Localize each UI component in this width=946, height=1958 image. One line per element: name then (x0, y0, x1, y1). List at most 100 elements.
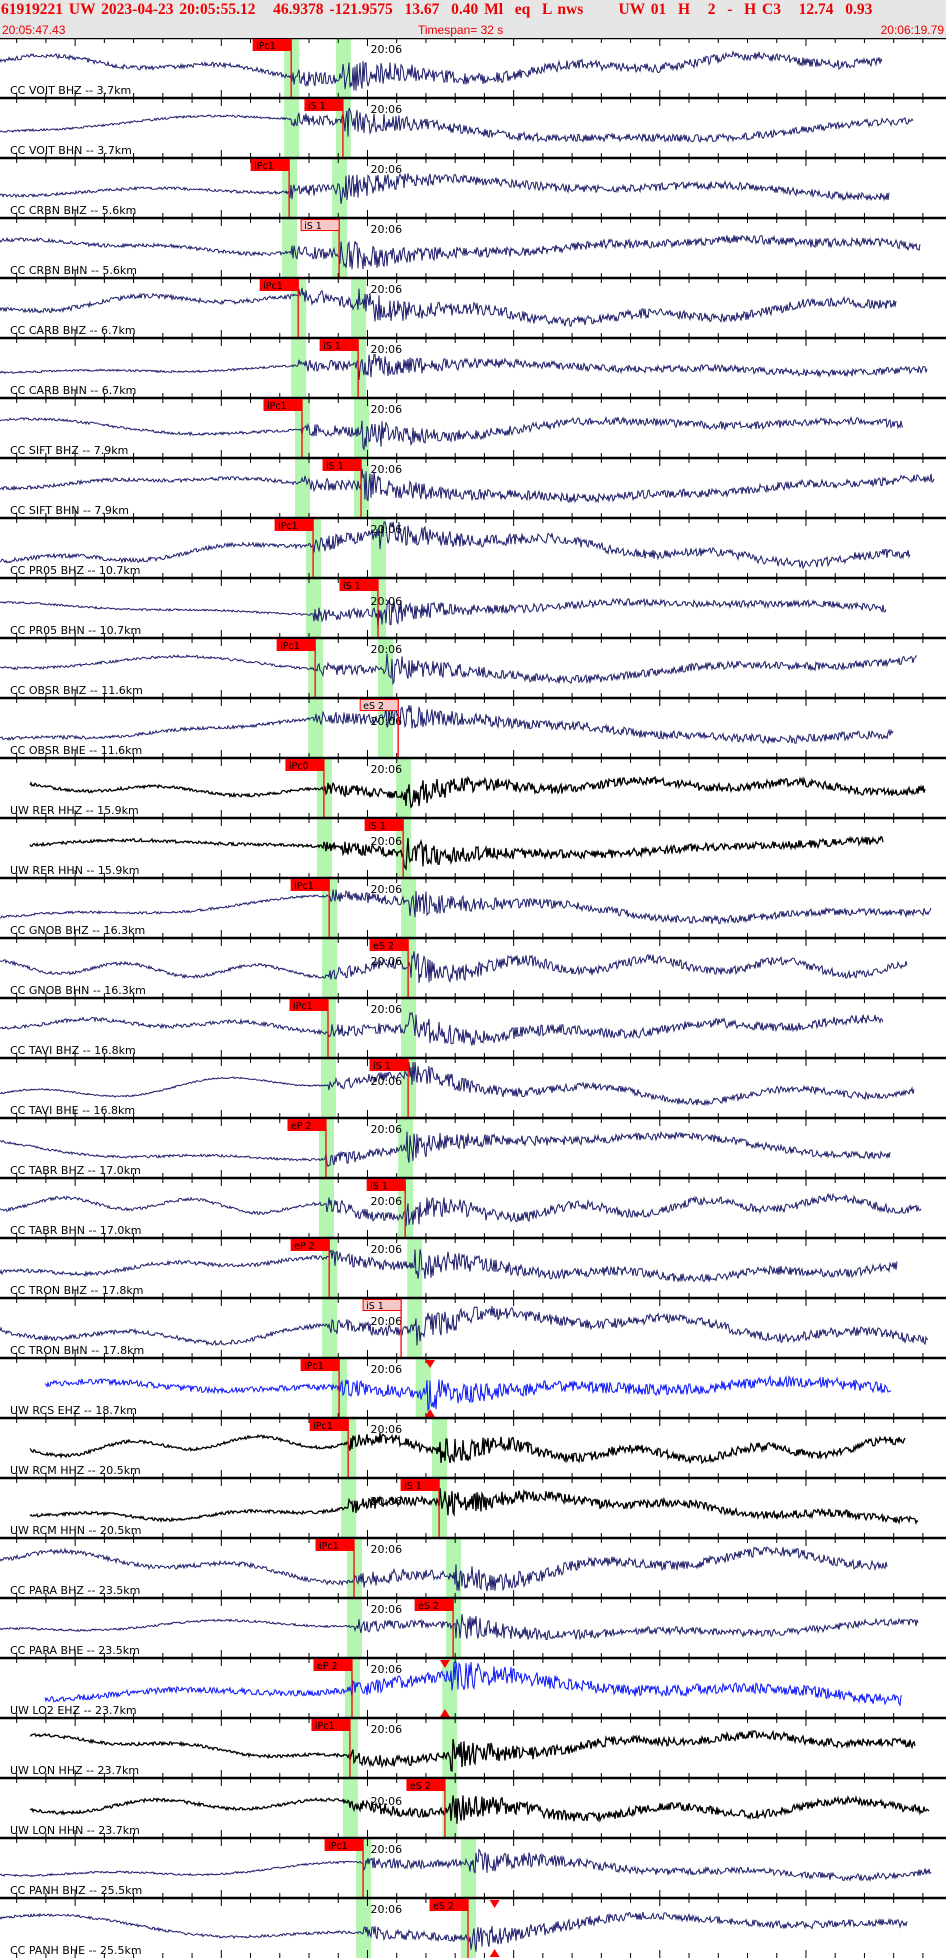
channel-label: CC SIFT BHZ -- 7.9km (10, 444, 128, 457)
channel-panel[interactable]: 20:06 iPc1 CC PANH BHZ -- 25.5km (0, 1836, 946, 1898)
channel-panel[interactable]: 20:06 iPc1 CC CRBN BHZ -- 5.6km (0, 156, 946, 218)
channel-panel[interactable]: 20:06 iPc1 UW RCM HHZ -- 20.5km (0, 1416, 946, 1478)
channel-panel[interactable]: 20:06 eP 2 CC TABR BHZ -- 17.0km (0, 1116, 946, 1178)
channel-label: UW LO2 EHZ -- 23.7km (10, 1704, 137, 1717)
pick-flag[interactable] (359, 699, 399, 711)
pick-flag[interactable] (322, 459, 362, 471)
channel-panel[interactable]: 20:06 eS 2 UW LON HHN -- 23.7km (0, 1776, 946, 1838)
pick-flag[interactable] (406, 1779, 446, 1791)
pick-flag[interactable] (250, 159, 290, 171)
channel-panel[interactable]: 20:06 iPc1 UW RCS EHZ -- 18.7km (0, 1356, 946, 1418)
pick-flag[interactable] (311, 1719, 351, 1731)
channel-panel[interactable]: 20:06 eS 2 CC PANH BHE -- 25.5km (0, 1896, 946, 1958)
p-window (316, 818, 332, 878)
pick-flag[interactable] (339, 579, 379, 591)
pick-flag[interactable] (309, 1419, 349, 1431)
pick-label: iS 1 (304, 221, 322, 232)
pick-label: iS 1 (366, 1301, 384, 1312)
s-window (461, 1838, 477, 1898)
channel-panel[interactable]: 20:06 iPc1 CC VOIT BHZ -- 3.7km (0, 38, 946, 98)
channel-panel[interactable]: 20:06 iPc1 CC PARA BHZ -- 23.5km (0, 1536, 946, 1598)
channel-panel[interactable]: 20:06 iS 1 CC TABR BHN -- 17.0km (0, 1176, 946, 1238)
channel-panel[interactable]: 20:06 iPc0 UW RER HHZ -- 15.9km (0, 756, 946, 818)
pick-flag[interactable] (369, 1059, 409, 1071)
pick-flag[interactable] (276, 639, 316, 651)
pick-label: iPc1 (256, 41, 276, 52)
pick-flag[interactable] (324, 1839, 364, 1851)
pick-flag[interactable] (287, 1119, 327, 1131)
channel-panel[interactable]: 20:06 eP 2 CC TRON BHZ -- 17.8km (0, 1236, 946, 1298)
waveform-trace (29, 835, 884, 871)
minute-label: 20:06 (370, 1075, 402, 1088)
theoretical-arrival-marker (439, 1660, 450, 1668)
event-summary: 61919221 UW 2023-04-23 20:05:55.12 46.93… (1, 1, 873, 18)
waveform-trace (0, 1249, 898, 1283)
pick-flag[interactable] (364, 819, 404, 831)
channel-panel[interactable]: 20:06 iS 1 CC VOIT BHN -- 3.7km (0, 96, 946, 158)
pick-flag[interactable] (369, 939, 409, 951)
pick-flag[interactable] (319, 339, 359, 351)
pick-flag[interactable] (259, 279, 299, 291)
minute-label: 20:06 (370, 163, 402, 176)
pick-flag[interactable] (300, 1359, 340, 1371)
pick-flag[interactable] (274, 519, 314, 531)
channel-panel[interactable]: 20:06 iPc1 CC GNOB BHZ -- 16.3km (0, 876, 946, 938)
channel-label: UW RCM HHN -- 20.5km (10, 1524, 141, 1537)
s-window (401, 878, 417, 938)
channel-panel[interactable]: 20:06 iS 1 UW RER HHN -- 15.9km (0, 816, 946, 878)
waveform-trace (29, 1433, 906, 1465)
channel-label: CC PR05 BHZ -- 10.7km (10, 564, 141, 577)
channel-panel[interactable]: 20:06 iPc1 CC OBSR BHZ -- 11.6km (0, 636, 946, 698)
pick-label: iS 1 (308, 101, 326, 112)
pick-flag[interactable] (290, 879, 330, 891)
pick-flag[interactable] (263, 399, 303, 411)
pick-flag[interactable] (429, 1899, 469, 1911)
pick-flag[interactable] (252, 39, 292, 51)
pick-label: iS 1 (370, 1181, 388, 1192)
channel-label: CC PARA BHZ -- 23.5km (10, 1584, 140, 1597)
minute-label: 20:06 (370, 883, 402, 896)
pick-flag[interactable] (285, 759, 325, 771)
pick-label: iS 1 (343, 581, 361, 592)
pick-flag[interactable] (315, 1539, 355, 1551)
pick-flag[interactable] (362, 1299, 402, 1311)
channel-panel[interactable]: 20:06 eS 2 CC GNOB BHN -- 16.3km (0, 936, 946, 998)
pick-label: eS 2 (373, 941, 394, 952)
pick-flag[interactable] (289, 999, 329, 1011)
channel-panel[interactable]: 20:06 iS 1 CC TRON BHN -- 17.8km (0, 1296, 946, 1358)
s-window (351, 278, 367, 338)
minute-label: 20:06 (370, 1603, 402, 1616)
pick-flag[interactable] (300, 219, 340, 231)
minute-label: 20:06 (370, 223, 402, 236)
pick-label: iPc1 (267, 401, 287, 412)
pick-flag[interactable] (304, 99, 344, 111)
pick-label: eS 2 (410, 1781, 431, 1792)
pick-flag[interactable] (400, 1479, 440, 1491)
channel-panel[interactable]: 20:06 iPc1 UW LON HHZ -- 23.7km (0, 1716, 946, 1778)
waveform-trace (0, 234, 921, 270)
waveform-trace (0, 1614, 919, 1641)
channel-panel[interactable]: 20:06 iPc1 CC TAVI BHZ -- 16.8km (0, 996, 946, 1058)
channel-panel[interactable]: 20:06 eS 2 CC OBSR BHE -- 11.6km (0, 696, 946, 758)
pick-label: iPc0 (289, 761, 309, 772)
pick-flag[interactable] (290, 1239, 330, 1251)
channel-panel[interactable]: 20:06 iS 1 CC CARB BHN -- 6.7km (0, 336, 946, 398)
channel-panel[interactable]: 20:06 eP 2 UW LO2 EHZ -- 23.7km (0, 1656, 946, 1718)
waveform-trace (0, 653, 918, 686)
pick-flag[interactable] (414, 1599, 454, 1611)
pick-flag[interactable] (366, 1179, 406, 1191)
pick-flag[interactable] (313, 1659, 353, 1671)
channel-panel[interactable]: 20:06 iPc1 CC PR05 BHZ -- 10.7km (0, 516, 946, 578)
channel-panel[interactable]: 20:06 iS 1 CC TAVI BHE -- 16.8km (0, 1056, 946, 1118)
p-window (306, 578, 322, 638)
channel-panel[interactable]: 20:06 iS 1 CC SIFT BHN -- 7.9km (0, 456, 946, 518)
pick-label: iS 1 (404, 1481, 422, 1492)
channel-panel[interactable]: 20:06 iS 1 CC PR05 BHN -- 10.7km (0, 576, 946, 638)
channel-panel[interactable]: 20:06 eS 2 CC PARA BHE -- 23.5km (0, 1596, 946, 1658)
waveform-trace (0, 1192, 922, 1227)
channel-panel[interactable]: 20:06 iPc1 CC CARB BHZ -- 6.7km (0, 276, 946, 338)
channel-panel[interactable]: 20:06 iPc1 CC SIFT BHZ -- 7.9km (0, 396, 946, 458)
channel-panel[interactable]: 20:06 iS 1 CC CRBN BHN -- 5.6km (0, 216, 946, 278)
